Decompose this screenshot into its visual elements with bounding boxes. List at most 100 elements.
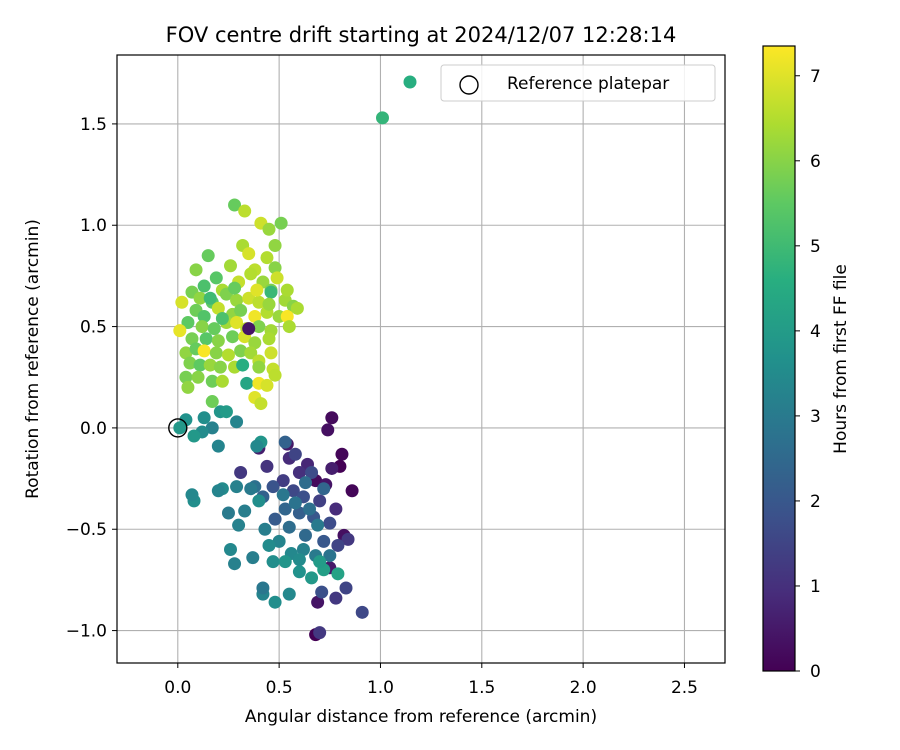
data-point [197,411,211,425]
data-point [221,506,235,520]
data-point [223,259,237,273]
legend-marker-series [403,75,417,89]
data-point [268,512,282,526]
data-point [187,429,201,443]
data-point [315,585,329,599]
data-point [232,518,246,532]
data-point [321,423,335,437]
x-tick-label: 0.5 [266,678,293,698]
x-tick-label: 1.0 [367,678,394,698]
data-point [288,447,302,461]
data-point [276,488,290,502]
data-point [250,439,264,453]
data-point [221,348,235,362]
x-axis-label: Angular distance from reference (arcmin) [245,707,597,727]
y-tick-label: −1.0 [66,622,107,642]
data-point [292,565,306,579]
data-point [181,380,195,394]
y-axis-label: Rotation from reference (arcmin) [23,219,43,499]
data-points [173,111,389,642]
data-point [278,502,292,516]
colorbar-tick-label: 6 [810,152,821,172]
colorbar-tick-label: 4 [810,322,821,342]
data-point [292,465,306,479]
data-point [173,421,187,435]
data-point [195,320,209,334]
data-point [317,534,331,548]
data-point [298,528,312,542]
data-point [292,506,306,520]
colorbar-tick-label: 0 [810,662,821,682]
data-point [305,571,319,585]
data-point [266,555,280,569]
data-point [305,465,319,479]
data-point [264,285,278,299]
data-point [242,247,256,261]
data-point [244,346,258,360]
data-point [197,279,211,293]
data-point [228,557,242,571]
colorbar [762,45,796,672]
y-axis-ticks: −1.0 −0.5 0.0 0.5 1.0 1.5 [66,115,117,642]
data-point [207,322,221,336]
data-point [193,358,207,372]
grid-lines [117,55,725,663]
data-point [215,374,229,388]
data-point [238,504,252,518]
data-point [311,518,325,532]
data-point [230,316,244,330]
data-point [256,581,270,595]
data-point [252,295,266,309]
data-point [262,538,276,552]
data-point [331,538,345,552]
colorbar-tick-label: 5 [810,237,821,257]
data-point [211,484,225,498]
data-point [323,549,337,563]
data-point [244,482,258,496]
data-point [278,435,292,449]
data-point [211,301,225,315]
data-point [199,332,213,346]
data-point [230,415,244,429]
data-point [288,496,302,510]
data-point [276,474,290,488]
data-point [238,204,252,218]
data-point [266,480,280,494]
data-point [286,484,300,498]
data-point [203,291,217,305]
data-point [290,301,304,315]
plot-frame [116,54,726,664]
y-tick-label: 1.0 [80,216,107,236]
data-point [205,395,219,409]
data-point [258,522,272,536]
data-point [268,368,282,382]
data-point [173,324,187,338]
colorbar-tick-label: 3 [810,407,821,427]
data-point [345,484,359,498]
data-point [242,322,256,336]
data-point [228,198,242,212]
legend-marker-reference [459,75,479,95]
data-point [219,405,233,419]
legend: Reference platepar [403,64,716,102]
data-point [234,344,248,358]
chart-title: FOV centre drift starting at 2024/12/07 … [166,23,677,47]
data-point [313,626,327,640]
x-tick-label: 1.5 [468,678,495,698]
data-point [355,605,369,619]
data-point [329,591,343,605]
data-point [183,356,197,370]
y-tick-label: 1.5 [80,115,107,135]
data-point [244,267,258,281]
data-point [282,520,296,534]
y-tick-label: 0.0 [80,419,107,439]
data-point [329,502,343,516]
data-point [268,261,282,275]
colorbar-tick-label: 1 [810,577,821,597]
data-point [242,291,256,305]
data-point [262,332,276,346]
data-point [280,309,294,323]
data-point [262,222,276,236]
data-point [248,309,262,323]
